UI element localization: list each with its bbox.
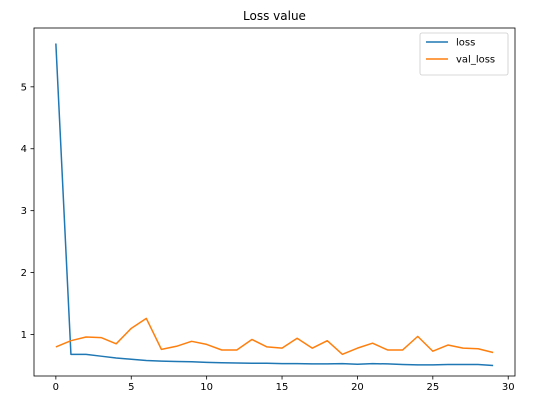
x-tick-label: 20: [351, 382, 364, 393]
legend-label: loss: [456, 38, 475, 49]
x-tick-label: 30: [502, 382, 515, 393]
legend: loss val_loss: [419, 32, 509, 76]
y-tick-label: 1: [21, 330, 27, 341]
plot-frame: [33, 27, 516, 377]
y-tick-label: 3: [21, 206, 27, 217]
x-tick-label: 5: [128, 382, 134, 393]
y-tick-label: 4: [21, 144, 27, 155]
x-tick-label: 0: [53, 382, 59, 393]
series-line-val-loss: [55, 317, 494, 356]
x-axis-ticks: 0 5 10 15 20 25 30: [53, 376, 515, 393]
x-tick-label: 25: [426, 382, 439, 393]
axes-frame: [33, 27, 516, 377]
legend-label: val_loss: [456, 55, 495, 66]
y-axis-ticks: 1 2 3 4 5: [21, 82, 34, 341]
y-tick-label: 2: [21, 268, 27, 279]
x-tick-label: 10: [200, 382, 213, 393]
y-tick-label: 5: [21, 82, 27, 93]
x-tick-label: 15: [276, 382, 289, 393]
legend-box: [419, 32, 509, 76]
chart-title: Loss value: [243, 9, 306, 23]
series-layer: [55, 43, 494, 367]
series-line-loss: [55, 43, 494, 367]
